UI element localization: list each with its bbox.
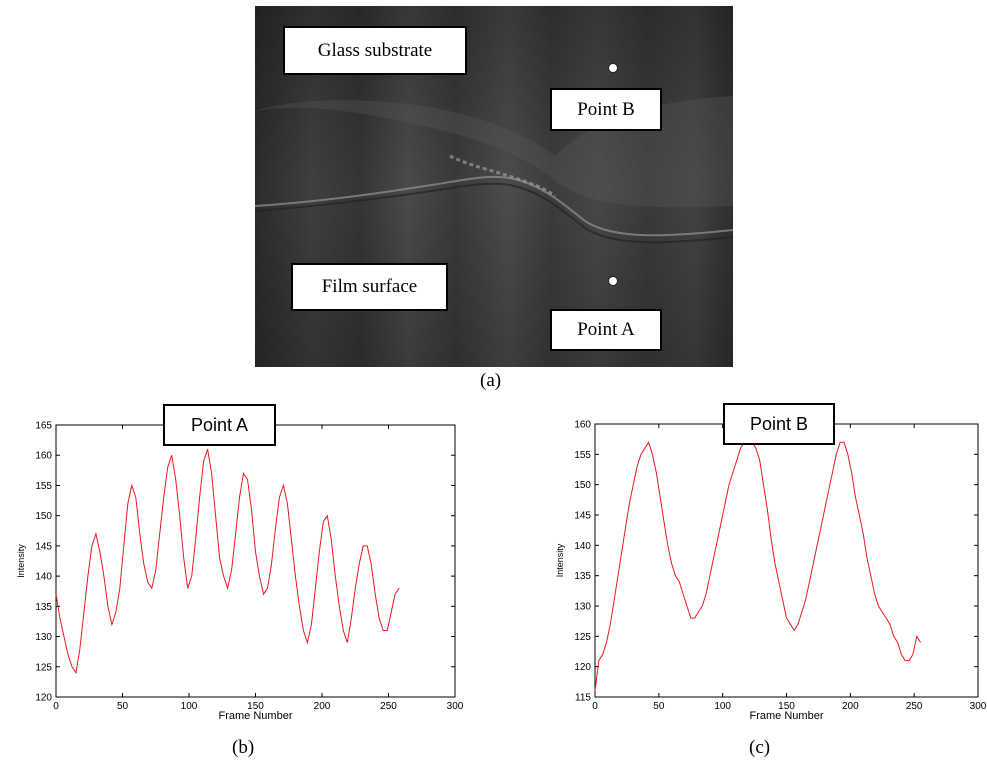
x-axis-label: Frame Number <box>219 710 293 722</box>
y-tick-label: 160 <box>574 420 591 431</box>
plot-frame <box>594 423 979 698</box>
chart-point-b-svg: 0 50 100 150 200 250 300 115 120 125 130 135 140 145 1… <box>555 403 987 722</box>
y-axis-label: Intensity <box>555 543 565 577</box>
chart-title: Point B <box>750 414 808 434</box>
point-a-label: Point A <box>550 309 662 351</box>
x-tick-label: 250 <box>906 701 923 712</box>
y-tick-label: 125 <box>574 632 591 643</box>
y-tick-label: 145 <box>574 511 591 522</box>
y-tick-label: 165 <box>35 421 52 432</box>
chart-point-a: 0 50 100 150 200 250 300 120 125 130 135 140 145 150 1… <box>0 400 470 735</box>
caption-c: (c) <box>749 737 771 758</box>
y-tick-label: 150 <box>574 480 591 491</box>
chart-point-a-svg: 0 50 100 150 200 250 300 120 125 130 135 140 145 150 1… <box>16 404 464 722</box>
plot-frame <box>55 424 456 698</box>
point-a-marker <box>608 276 618 286</box>
y-tick-label: 120 <box>574 662 591 673</box>
x-tick-label: 50 <box>117 701 129 712</box>
y-tick-label: 155 <box>574 450 591 461</box>
y-tick-label: 135 <box>35 602 52 613</box>
y-tick-label: 150 <box>35 511 52 522</box>
x-tick-label: 150 <box>247 701 264 712</box>
caption-a: (a) <box>480 370 502 391</box>
glass-substrate-label: Glass substrate <box>283 26 467 75</box>
caption-b: (b) <box>232 737 255 758</box>
chart-title: Point A <box>191 415 248 435</box>
point-b-marker <box>608 63 618 73</box>
film-surface-label: Film surface <box>291 263 448 311</box>
series-line <box>594 441 922 691</box>
x-tick-label: 0 <box>592 701 598 712</box>
y-tick-label: 125 <box>35 662 52 673</box>
chart-title-box <box>163 404 276 446</box>
series-line <box>55 449 400 675</box>
y-tick-label: 130 <box>35 632 52 643</box>
y-tick-label: 135 <box>574 571 591 582</box>
x-tick-label: 150 <box>778 701 795 712</box>
y-axis-label: Intensity <box>16 544 26 578</box>
x-axis-label: Frame Number <box>750 710 824 722</box>
microscope-photo: Glass substrate Film surface Point B Poi… <box>255 6 733 367</box>
chart-point-b: 0 50 100 150 200 250 300 115 120 125 130 135 140 145 1… <box>540 400 987 735</box>
x-tick-label: 250 <box>380 701 397 712</box>
x-tick-label: 300 <box>447 701 464 712</box>
y-tick-label: 145 <box>35 541 52 552</box>
x-tick-label: 0 <box>53 701 59 712</box>
y-tick-label: 140 <box>574 541 591 552</box>
x-tick-label: 50 <box>653 701 665 712</box>
y-tick-label: 115 <box>575 693 591 704</box>
y-tick-label: 130 <box>574 602 591 613</box>
x-tick-label: 100 <box>714 701 731 712</box>
y-tick-label: 160 <box>35 451 52 462</box>
y-tick-label: 155 <box>35 481 52 492</box>
chart-title-box <box>723 403 835 445</box>
x-tick-label: 200 <box>314 701 331 712</box>
y-tick-label: 140 <box>35 572 52 583</box>
point-b-label: Point B <box>550 88 662 131</box>
x-tick-label: 200 <box>842 701 859 712</box>
x-tick-label: 300 <box>970 701 987 712</box>
x-tick-label: 100 <box>181 701 198 712</box>
y-tick-label: 120 <box>35 693 52 704</box>
